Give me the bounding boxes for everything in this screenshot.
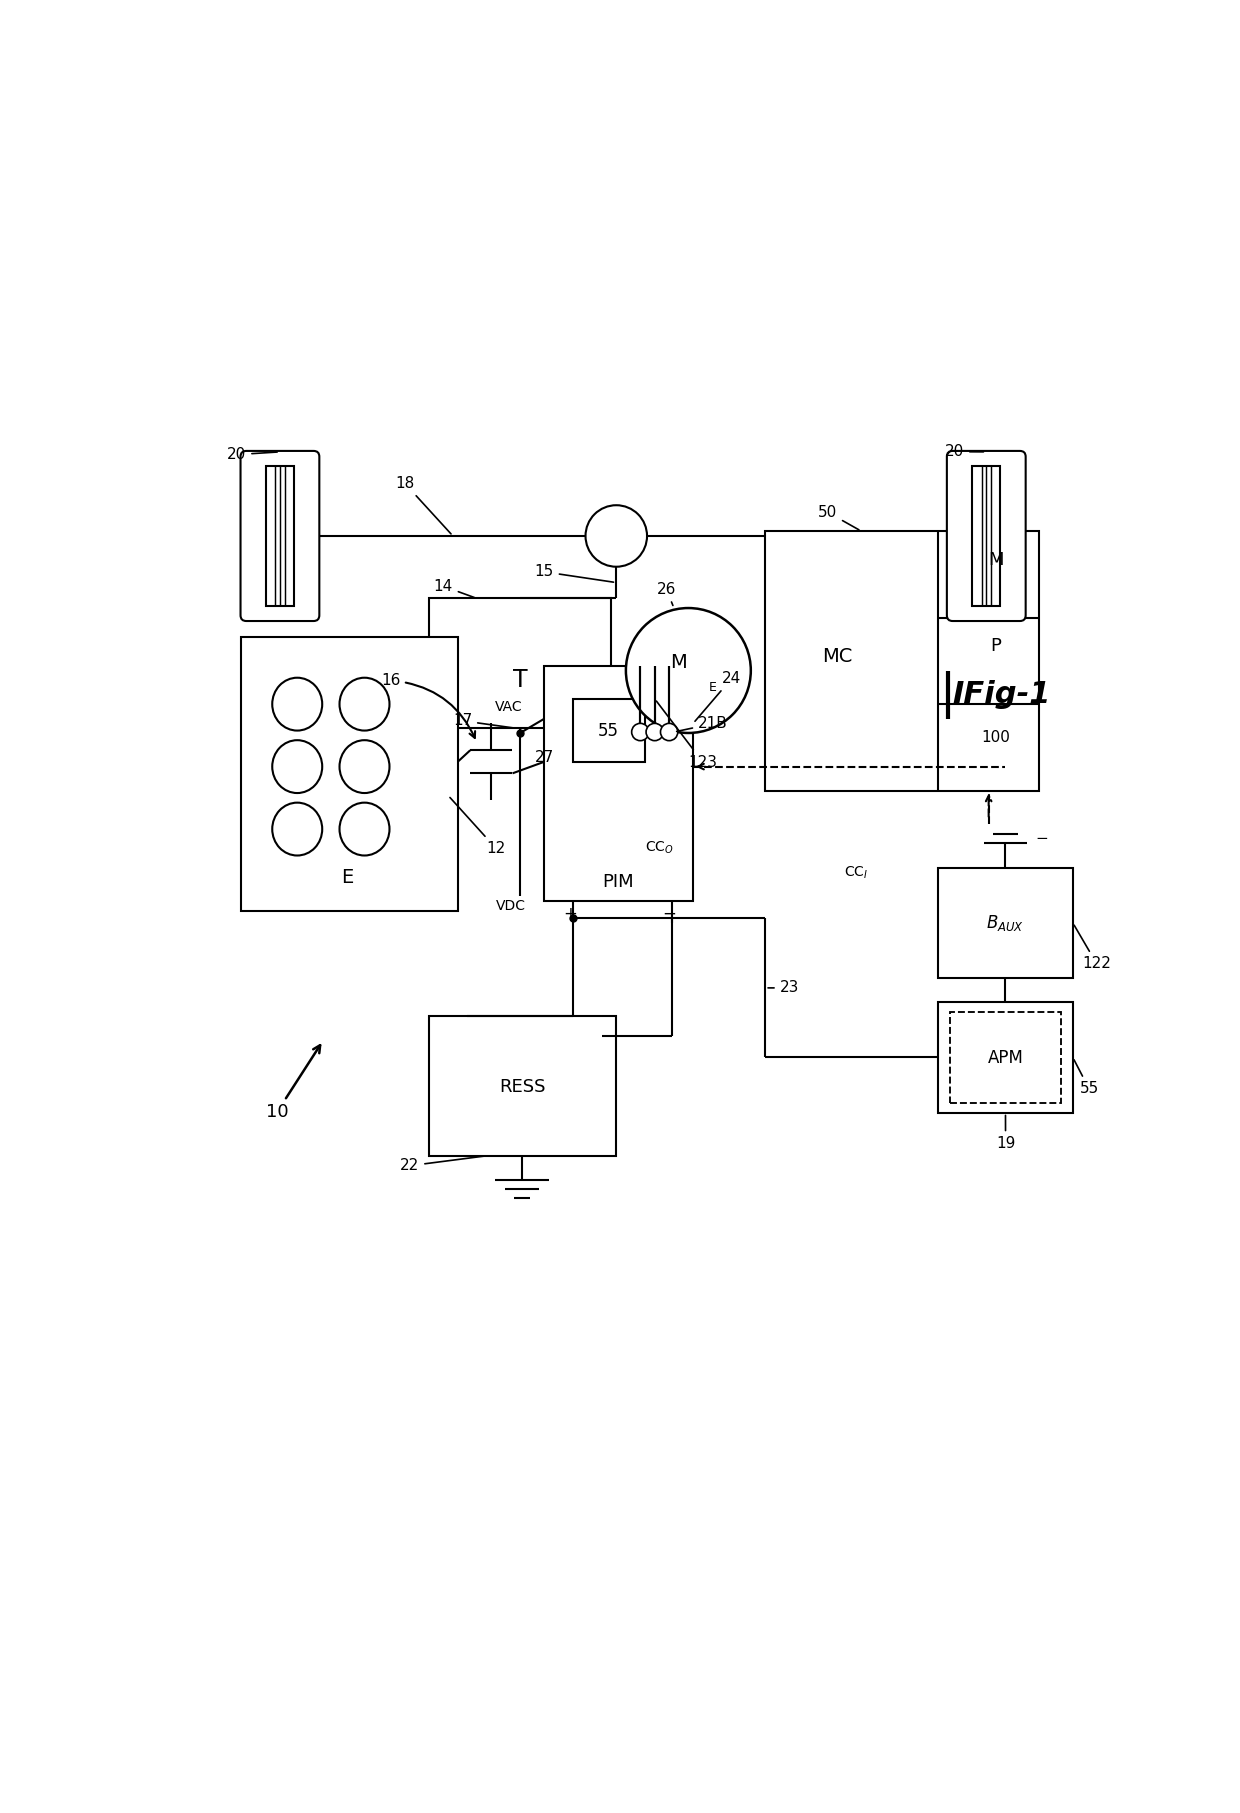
Text: PIM: PIM	[603, 872, 634, 890]
Text: 55: 55	[1074, 1061, 1099, 1097]
Circle shape	[626, 607, 751, 732]
Text: 100: 100	[981, 731, 1011, 745]
FancyBboxPatch shape	[241, 451, 320, 622]
Bar	[939, 1003, 1073, 1113]
Text: 23: 23	[768, 981, 799, 995]
Text: −: −	[662, 905, 676, 923]
Bar	[429, 598, 611, 729]
Text: E: E	[708, 682, 717, 694]
Text: 21B: 21B	[677, 716, 728, 731]
Text: $B_{AUX}$: $B_{AUX}$	[987, 914, 1024, 934]
Text: 20: 20	[227, 448, 278, 462]
Bar	[544, 665, 693, 901]
Circle shape	[646, 723, 663, 742]
Text: 15: 15	[534, 564, 614, 582]
Text: VDC: VDC	[496, 899, 526, 914]
Ellipse shape	[340, 678, 389, 731]
Text: M: M	[671, 653, 687, 673]
Text: 20: 20	[945, 444, 983, 459]
Ellipse shape	[340, 803, 389, 856]
Text: 14: 14	[434, 578, 475, 598]
Text: RESS: RESS	[498, 1077, 546, 1095]
FancyBboxPatch shape	[947, 451, 1025, 622]
Text: 55: 55	[598, 722, 619, 740]
Text: APM: APM	[987, 1048, 1023, 1066]
Ellipse shape	[273, 678, 322, 731]
Text: E: E	[341, 868, 353, 887]
Text: +: +	[563, 905, 577, 923]
Text: 26: 26	[657, 582, 676, 606]
Text: 16: 16	[381, 673, 475, 738]
Text: T: T	[513, 669, 527, 693]
Bar	[950, 1012, 1061, 1102]
Text: CC$_O$: CC$_O$	[645, 839, 673, 856]
Text: M: M	[988, 551, 1003, 569]
Text: CC$_I$: CC$_I$	[844, 865, 868, 881]
Bar	[765, 531, 1039, 790]
Text: 12: 12	[450, 798, 506, 856]
Circle shape	[661, 723, 678, 742]
Text: 22: 22	[401, 1157, 484, 1173]
Text: 10: 10	[265, 1044, 320, 1122]
Text: 123: 123	[656, 702, 718, 769]
Bar	[573, 700, 645, 761]
Text: VAC: VAC	[495, 700, 522, 714]
Text: 19: 19	[996, 1115, 1016, 1151]
Ellipse shape	[340, 740, 389, 792]
Circle shape	[585, 506, 647, 567]
Bar	[939, 867, 1073, 977]
Bar	[265, 466, 294, 606]
Text: 50: 50	[818, 504, 859, 529]
Ellipse shape	[273, 803, 322, 856]
Text: 17: 17	[453, 713, 512, 729]
Ellipse shape	[273, 740, 322, 792]
Text: 24: 24	[694, 671, 742, 722]
Bar	[242, 636, 458, 910]
Text: MC: MC	[822, 647, 852, 665]
Bar	[429, 1017, 616, 1157]
Circle shape	[631, 723, 649, 742]
Text: IFig-1: IFig-1	[952, 680, 1052, 709]
Text: 122: 122	[1074, 925, 1111, 972]
Bar	[972, 466, 1001, 606]
Text: −: −	[1035, 830, 1048, 847]
Text: 18: 18	[396, 477, 451, 533]
Text: P: P	[991, 638, 1002, 656]
Text: 27: 27	[534, 749, 554, 765]
